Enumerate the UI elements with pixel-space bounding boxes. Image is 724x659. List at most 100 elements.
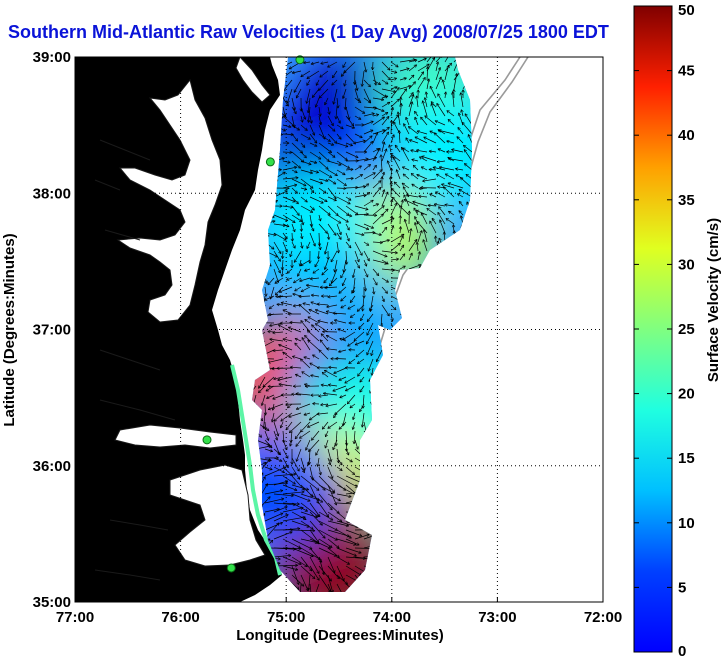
vector-head	[332, 181, 337, 185]
vector-head	[436, 160, 440, 164]
vector-head	[297, 273, 301, 277]
vector-head	[455, 174, 459, 178]
velocity-vector	[420, 116, 428, 126]
vector-head	[351, 471, 356, 475]
velocity-vector	[422, 100, 428, 117]
velocity-vector	[392, 156, 401, 171]
velocity-vector	[372, 250, 388, 258]
velocity-vector	[408, 264, 422, 270]
vector-head	[398, 226, 403, 230]
velocity-vector	[352, 421, 356, 430]
velocity-vector	[298, 295, 311, 297]
velocity-vector	[345, 457, 353, 463]
velocity-vector	[381, 191, 389, 207]
vector-head	[349, 613, 352, 616]
vector-head	[269, 323, 273, 328]
vector-head	[294, 373, 299, 377]
velocity-vector	[267, 277, 275, 286]
vector-head	[414, 116, 418, 121]
vector-head	[414, 136, 418, 140]
velocity-vector	[344, 97, 347, 110]
velocity-vector	[334, 319, 347, 324]
vector-head	[379, 240, 383, 245]
velocity-vector	[345, 529, 362, 537]
vector-head	[388, 144, 392, 148]
vector-head	[267, 496, 271, 500]
vector-head	[384, 254, 388, 258]
vector-head	[427, 203, 431, 208]
velocity-vector	[321, 421, 329, 430]
velocity-vector	[416, 95, 419, 108]
velocity-vector	[273, 514, 289, 522]
vector-head	[422, 179, 426, 183]
velocity-vector	[327, 421, 338, 429]
velocity-vector	[429, 220, 437, 234]
velocity-vector	[446, 110, 455, 117]
velocity-vector	[363, 164, 371, 171]
vector-head	[347, 306, 351, 310]
velocity-vector	[390, 233, 405, 243]
velocity-vector	[273, 457, 283, 462]
velocity-vector	[318, 187, 327, 194]
velocity-vector	[273, 430, 278, 441]
vector-head	[333, 414, 337, 419]
vector-head	[338, 290, 342, 294]
vector-head	[386, 101, 391, 105]
velocity-vector	[327, 196, 337, 201]
velocity-vector	[464, 113, 472, 126]
velocity-vector	[419, 156, 428, 162]
velocity-vector	[460, 177, 472, 189]
velocity-vector	[264, 403, 266, 416]
vector-head	[324, 198, 328, 203]
velocity-vector	[349, 295, 356, 303]
velocity-vector	[363, 268, 369, 278]
velocity-vector	[345, 168, 354, 171]
velocity-vector	[327, 448, 332, 462]
velocity-vector	[325, 311, 338, 315]
vector-head	[273, 418, 277, 422]
vector-head	[292, 292, 296, 297]
velocity-vector	[306, 88, 311, 104]
velocity-vector	[414, 111, 419, 117]
velocity-vector	[422, 239, 428, 252]
vector-head	[386, 313, 390, 317]
velocity-vector	[300, 493, 320, 501]
velocity-vector	[345, 538, 360, 546]
vector-head	[375, 113, 380, 117]
velocity-vector	[318, 502, 330, 518]
velocity-vector	[352, 268, 356, 278]
velocity-vector	[291, 484, 309, 491]
velocity-vector	[381, 286, 388, 294]
vector-head	[360, 83, 364, 87]
velocity-vector	[438, 129, 455, 135]
velocity-vector	[309, 538, 331, 549]
velocity-vector	[399, 205, 410, 216]
velocity-vector	[309, 187, 315, 194]
vector-head	[298, 218, 303, 222]
velocity-vector	[426, 78, 430, 90]
vector-head	[421, 155, 425, 159]
velocity-vector	[300, 106, 306, 120]
velocity-vector	[397, 111, 401, 126]
velocity-vector	[317, 457, 320, 467]
velocity-vector	[349, 403, 356, 409]
vector-head	[279, 425, 284, 429]
velocity-vector	[291, 493, 311, 502]
velocity-vector	[394, 144, 401, 153]
velocity-vector	[318, 79, 329, 91]
vector-head	[330, 321, 334, 325]
vector-head	[306, 119, 311, 123]
velocity-vector	[367, 358, 374, 372]
velocity-vector	[291, 97, 296, 111]
vector-head	[360, 424, 365, 428]
vector-head	[406, 67, 410, 71]
vector-head	[414, 239, 418, 243]
velocity-vector	[354, 232, 365, 236]
vector-head	[264, 293, 268, 297]
vector-head	[381, 171, 386, 176]
vector-head	[384, 148, 388, 152]
vector-head	[316, 463, 320, 467]
vector-head	[294, 337, 298, 341]
velocity-vector	[417, 77, 426, 90]
velocity-vector	[291, 393, 302, 396]
